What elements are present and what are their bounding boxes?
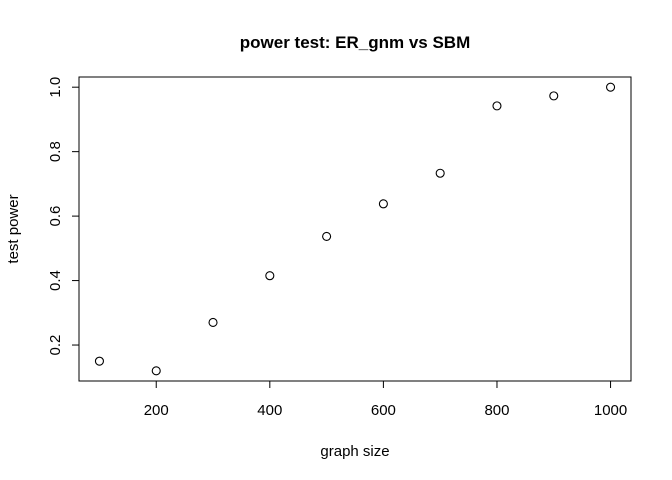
y-tick-label: 0.6	[47, 206, 64, 227]
x-tick-label: 400	[257, 402, 282, 419]
y-axis: 0.2 0.4 0.6 0.8 1.0	[47, 77, 79, 356]
x-tick-label: 200	[144, 402, 169, 419]
data-point	[94, 356, 104, 366]
x-axis: 200 400 600 800 1000	[144, 381, 627, 419]
x-tick-label: 800	[484, 402, 509, 419]
data-point	[322, 231, 332, 241]
y-tick-label: 1.0	[47, 77, 64, 98]
data-points	[94, 82, 616, 376]
x-tick-label: 1000	[594, 402, 627, 419]
data-point	[151, 366, 161, 376]
data-point	[435, 168, 445, 178]
data-point	[265, 271, 275, 281]
y-axis-label: test power	[5, 194, 22, 263]
data-point	[549, 91, 559, 101]
y-tick-label: 0.2	[47, 335, 64, 356]
x-axis-label: graph size	[320, 443, 389, 460]
data-point	[492, 101, 502, 111]
x-tick-label: 600	[371, 402, 396, 419]
y-tick-label: 0.8	[47, 141, 64, 162]
data-point	[208, 317, 218, 328]
plot-frame	[78, 76, 632, 382]
data-point	[606, 82, 616, 92]
data-point	[378, 199, 388, 209]
y-tick-label: 0.4	[47, 270, 64, 291]
chart-title: power test: ER_gnm vs SBM	[240, 33, 471, 52]
